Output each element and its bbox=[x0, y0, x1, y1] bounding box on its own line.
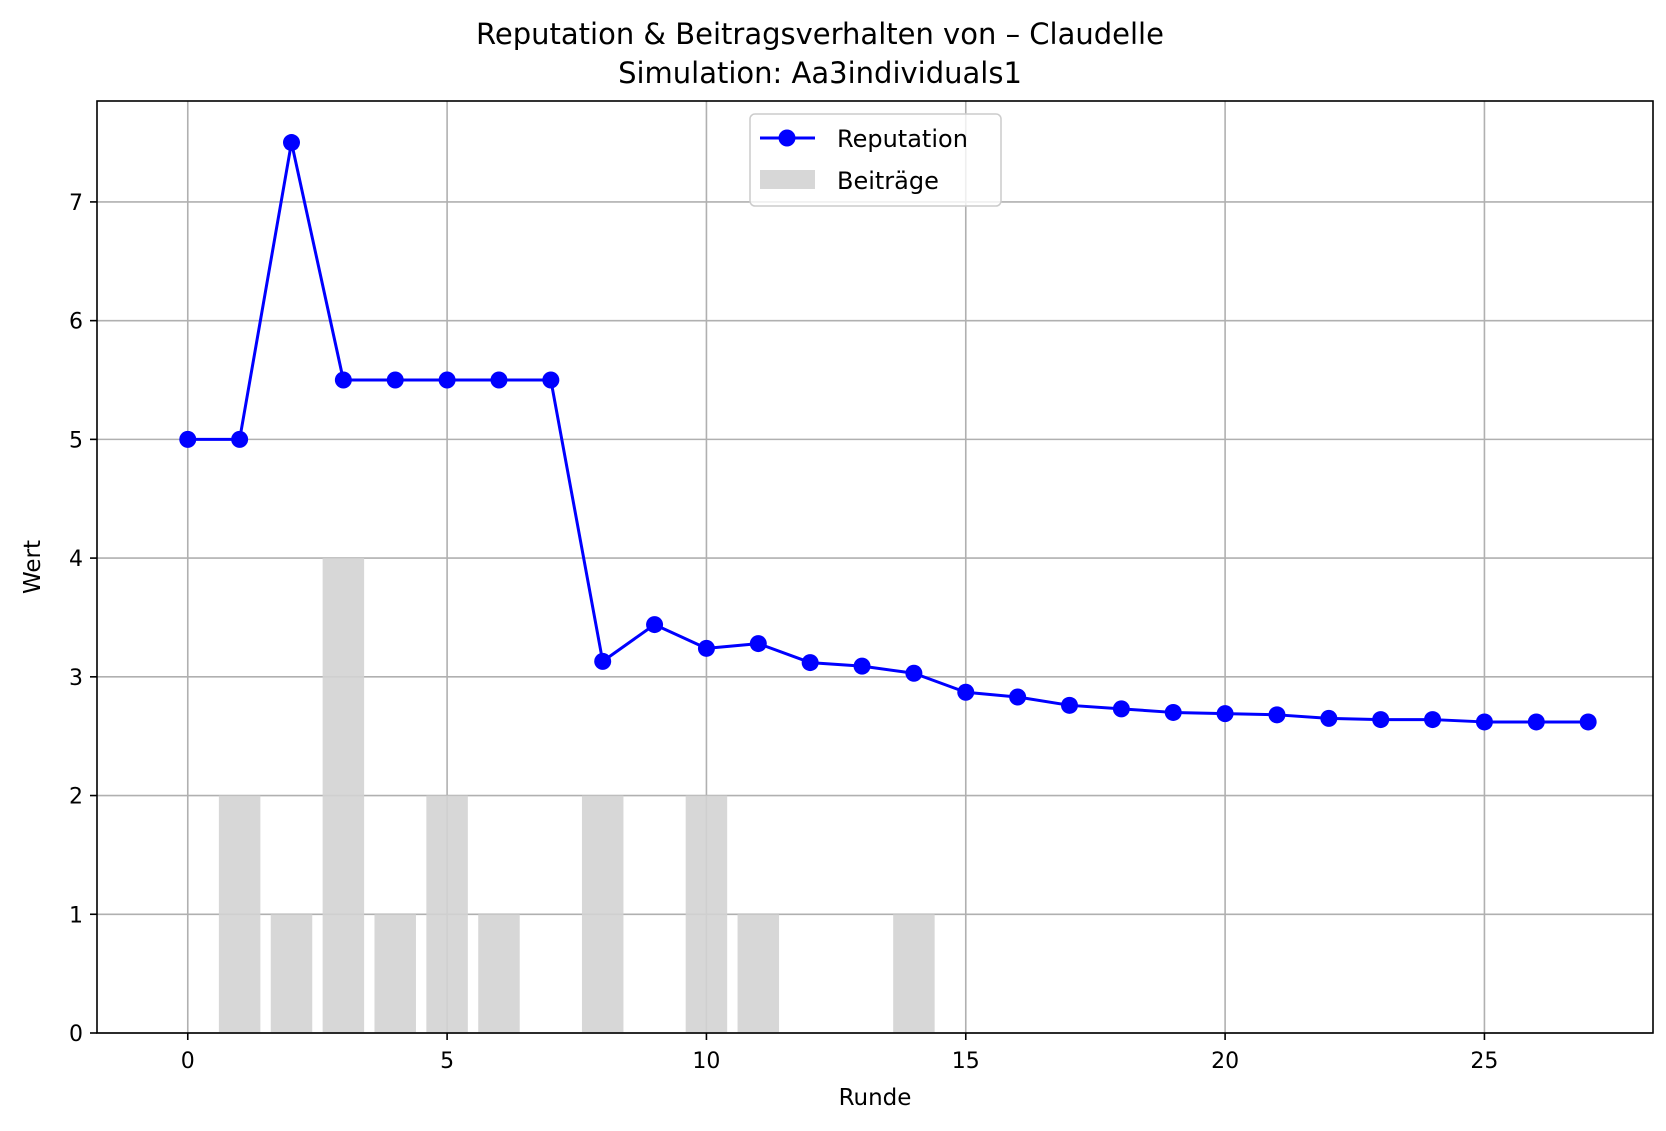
y-axis-label: Wert bbox=[20, 540, 46, 594]
x-tick-label: 5 bbox=[440, 1049, 454, 1074]
y-tick-label: 4 bbox=[69, 547, 83, 572]
reputation-point bbox=[749, 635, 767, 653]
reputation-point bbox=[1475, 713, 1493, 731]
reputation-point bbox=[386, 371, 404, 389]
y-tick-label: 3 bbox=[69, 666, 83, 691]
y-tick-label: 7 bbox=[69, 191, 83, 216]
line-series bbox=[179, 134, 1597, 731]
reputation-point bbox=[1216, 705, 1234, 723]
bar-beitraege bbox=[374, 914, 416, 1033]
reputation-point bbox=[853, 657, 871, 675]
x-axis: 0 5 10 15 20 25 bbox=[181, 1033, 1498, 1074]
reputation-point bbox=[179, 430, 197, 448]
reputation-point bbox=[646, 616, 664, 634]
reputation-point bbox=[594, 652, 612, 670]
reputation-point bbox=[1527, 713, 1545, 731]
reputation-point bbox=[1112, 700, 1130, 718]
bar-beitraege bbox=[581, 795, 624, 1033]
bar-beitraege bbox=[893, 914, 935, 1033]
bar-beitraege bbox=[737, 914, 780, 1033]
x-tick-label: 20 bbox=[1211, 1049, 1239, 1074]
bar-series bbox=[218, 558, 935, 1033]
reputation-point bbox=[1268, 706, 1286, 724]
reputation-point bbox=[490, 371, 508, 389]
reputation-point bbox=[1009, 688, 1027, 706]
x-tick-label: 15 bbox=[952, 1049, 980, 1074]
y-axis: 0 1 2 3 4 5 6 7 bbox=[69, 191, 97, 1047]
reputation-point bbox=[801, 654, 819, 672]
legend: Reputation Beiträge bbox=[749, 113, 1002, 207]
reputation-point bbox=[1061, 696, 1078, 714]
y-tick-label: 1 bbox=[69, 903, 83, 928]
x-tick-label: 25 bbox=[1470, 1049, 1498, 1074]
bar-beitraege bbox=[218, 795, 261, 1033]
bar-beitraege bbox=[685, 795, 728, 1033]
x-tick-label: 0 bbox=[181, 1049, 195, 1074]
legend-label-reputation: Reputation bbox=[837, 125, 968, 153]
reputation-point bbox=[1424, 711, 1442, 729]
x-axis-label: Runde bbox=[839, 1085, 912, 1111]
chart-title: Reputation & Beitragsverhalten von – Cla… bbox=[476, 17, 1164, 51]
y-tick-label: 2 bbox=[69, 785, 83, 810]
y-tick-label: 5 bbox=[69, 428, 83, 453]
bar-beitraege bbox=[270, 914, 313, 1033]
legend-marker-reputation bbox=[778, 129, 796, 147]
reputation-point bbox=[283, 134, 300, 152]
reputation-point bbox=[957, 683, 975, 701]
x-tick-label: 10 bbox=[692, 1049, 720, 1074]
reputation-line bbox=[187, 141, 1589, 724]
legend-swatch-beitraege bbox=[760, 170, 815, 189]
bar-beitraege bbox=[478, 914, 520, 1033]
bar-beitraege bbox=[426, 795, 468, 1033]
reputation-point bbox=[542, 371, 560, 389]
y-tick-label: 6 bbox=[69, 310, 83, 335]
reputation-point bbox=[1164, 703, 1182, 721]
reputation-point bbox=[1579, 713, 1597, 731]
legend-label-beitraege: Beiträge bbox=[837, 167, 939, 195]
reputation-point bbox=[1320, 709, 1338, 727]
plot-frame bbox=[96, 100, 1654, 1034]
reputation-point bbox=[438, 371, 456, 389]
y-tick-label: 0 bbox=[69, 1022, 83, 1047]
reputation-point bbox=[334, 371, 352, 389]
reputation-point bbox=[1372, 711, 1390, 729]
reputation-point bbox=[231, 430, 249, 448]
reputation-point bbox=[905, 664, 923, 682]
chart-subtitle: Simulation: Aa3individuals1 bbox=[618, 56, 1022, 90]
bar-beitraege bbox=[322, 558, 365, 1033]
reputation-point bbox=[697, 639, 715, 657]
